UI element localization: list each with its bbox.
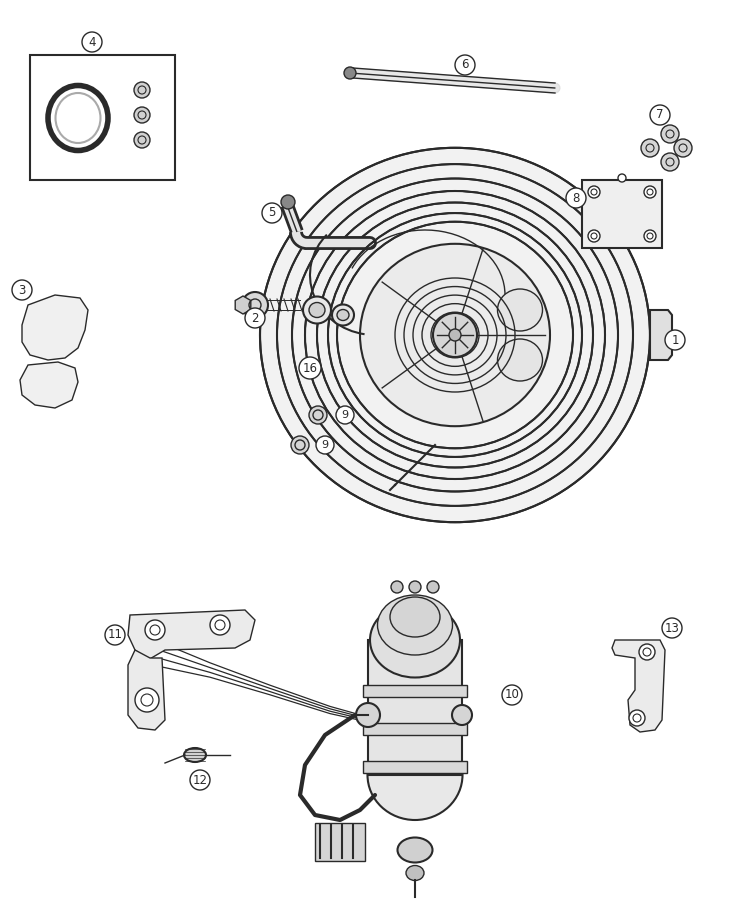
Text: 9: 9 <box>322 440 328 450</box>
Circle shape <box>629 710 645 726</box>
Text: 16: 16 <box>302 362 317 374</box>
Circle shape <box>449 329 461 341</box>
Ellipse shape <box>370 602 460 678</box>
Text: 10: 10 <box>505 688 519 701</box>
Circle shape <box>427 581 439 593</box>
Ellipse shape <box>377 595 453 655</box>
Ellipse shape <box>390 597 440 637</box>
Text: 8: 8 <box>572 192 579 204</box>
Circle shape <box>336 406 354 424</box>
Ellipse shape <box>337 310 349 320</box>
Circle shape <box>291 436 309 454</box>
Text: 7: 7 <box>657 109 664 122</box>
Polygon shape <box>612 640 665 732</box>
Polygon shape <box>650 310 672 360</box>
Circle shape <box>190 770 210 790</box>
Ellipse shape <box>332 304 354 326</box>
Circle shape <box>639 644 655 660</box>
Circle shape <box>662 618 682 638</box>
Circle shape <box>391 581 403 593</box>
Circle shape <box>316 436 334 454</box>
Circle shape <box>674 139 692 157</box>
Circle shape <box>210 615 230 635</box>
Text: 4: 4 <box>88 35 96 49</box>
Circle shape <box>135 688 159 712</box>
Bar <box>30 55 175 180</box>
Ellipse shape <box>497 339 542 381</box>
Circle shape <box>644 186 656 198</box>
Circle shape <box>566 188 586 208</box>
Circle shape <box>644 230 656 242</box>
Circle shape <box>665 330 685 350</box>
Circle shape <box>134 107 150 123</box>
Circle shape <box>588 230 600 242</box>
Circle shape <box>12 280 32 300</box>
Polygon shape <box>128 610 255 660</box>
Circle shape <box>618 174 626 182</box>
Circle shape <box>245 308 265 328</box>
Ellipse shape <box>184 748 206 762</box>
Circle shape <box>145 620 165 640</box>
Polygon shape <box>235 296 250 314</box>
Text: 5: 5 <box>268 206 276 220</box>
Ellipse shape <box>497 289 542 331</box>
Circle shape <box>356 703 380 727</box>
Circle shape <box>262 203 282 223</box>
Circle shape <box>299 357 321 379</box>
Bar <box>363 761 467 773</box>
Circle shape <box>452 705 472 725</box>
Polygon shape <box>20 362 78 408</box>
Ellipse shape <box>397 838 433 862</box>
Polygon shape <box>22 295 88 360</box>
Bar <box>363 685 467 697</box>
Ellipse shape <box>406 866 424 880</box>
Text: 1: 1 <box>671 334 679 346</box>
Circle shape <box>134 132 150 148</box>
Text: 6: 6 <box>461 58 469 71</box>
Circle shape <box>105 625 125 645</box>
Circle shape <box>134 82 150 98</box>
Bar <box>315 823 365 861</box>
Circle shape <box>82 32 102 52</box>
Bar <box>368 640 462 775</box>
Circle shape <box>588 186 600 198</box>
Circle shape <box>641 139 659 157</box>
Ellipse shape <box>303 296 331 323</box>
Text: 13: 13 <box>665 622 679 634</box>
Circle shape <box>650 105 670 125</box>
Polygon shape <box>128 650 165 730</box>
Ellipse shape <box>368 730 462 820</box>
Circle shape <box>344 67 356 79</box>
Bar <box>363 723 467 735</box>
Circle shape <box>502 685 522 705</box>
Circle shape <box>661 125 679 143</box>
Circle shape <box>455 55 475 75</box>
Ellipse shape <box>360 244 550 427</box>
Circle shape <box>242 292 268 318</box>
Circle shape <box>661 153 679 171</box>
Text: 9: 9 <box>342 410 348 420</box>
Circle shape <box>281 195 295 209</box>
Ellipse shape <box>260 148 650 522</box>
Bar <box>582 180 662 248</box>
Text: 12: 12 <box>193 773 207 787</box>
Circle shape <box>309 406 327 424</box>
Circle shape <box>409 581 421 593</box>
Text: 2: 2 <box>251 311 259 325</box>
Text: 3: 3 <box>19 284 26 296</box>
Text: 11: 11 <box>107 628 122 642</box>
Circle shape <box>433 313 477 357</box>
Ellipse shape <box>309 302 325 318</box>
